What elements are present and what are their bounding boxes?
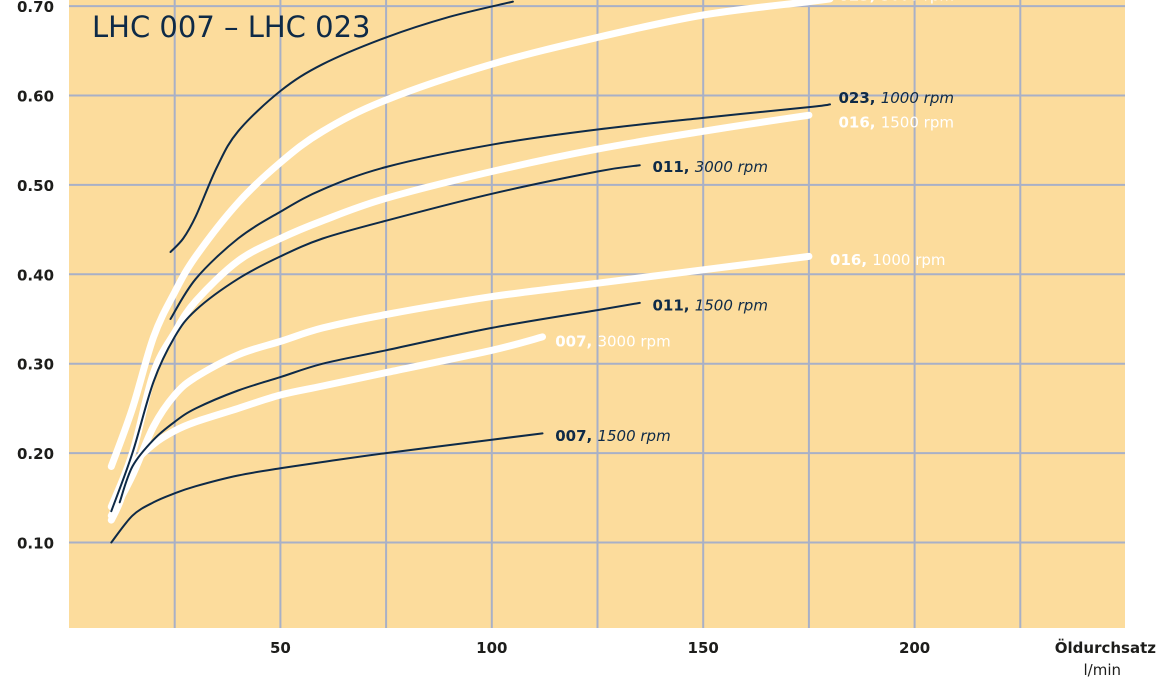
y-axis-ticks: 0.10 0.20 0.30 0.40 0.50 0.60 0.70 [17,0,54,553]
y-tick-label: 0.40 [17,266,54,284]
chart-title: LHC 007 – LHC 023 [92,10,371,44]
y-tick-label: 0.30 [17,356,54,374]
series-label-rpm: 3000 rpm [695,158,768,176]
series-label-number: 016, [838,113,880,131]
series-line-007-1500 [110,432,544,544]
grid-lines [69,0,1125,628]
series-label-011-1500: 011, 1500 rpm [652,297,767,315]
x-tick-label: 100 [476,639,507,657]
x-axis-ticks: 50 100 150 200 [270,639,930,657]
series-label-number: 023, [838,89,880,107]
y-tick-label: 0.20 [17,445,54,463]
series-line-023-3000 [107,0,834,470]
x-tick-label: 50 [270,639,291,657]
series-label-023-1000: 023, 1000 rpm [838,89,953,107]
x-tick-label: 150 [688,639,719,657]
series-line-011-6000 [169,0,514,253]
series-label-rpm: 1500 rpm [597,427,670,445]
series-label-016-1000: 016, 1000 rpm [830,251,945,269]
series-label-number: 011, [652,158,694,176]
series-label-rpm: 3000 rpm [881,0,954,4]
series-label-rpm: 1000 rpm [872,251,945,269]
y-tick-label: 0.60 [17,88,54,106]
series-line-011-1500 [118,301,641,504]
series-label-011-3000: 011, 3000 rpm [652,158,767,176]
series-label-rpm: 3000 rpm [597,332,670,350]
y-tick-label: 0.70 [17,0,54,16]
series-line-016-1500 [107,111,813,511]
x-axis-label: Öldurchsatz [1055,638,1156,657]
series-label-number: 007, [555,427,597,445]
series-label-007-1500: 007, 1500 rpm [555,427,670,445]
series-label-number: 016, [830,251,872,269]
series-label-016-1500: 016, 1500 rpm [838,113,953,131]
series-label-number: 007, [555,332,597,350]
series-label-number: 011, [652,297,694,315]
x-axis-unit: l/min [1083,661,1121,679]
y-tick-label: 0.10 [17,535,54,553]
x-tick-label: 200 [899,639,930,657]
series-label-023-3000: 023, 3000 rpm [838,0,953,4]
series-line-011-3000 [110,164,641,513]
series-label-rpm: 1500 rpm [695,297,768,315]
series-label-rpm: 1500 rpm [881,113,954,131]
y-tick-label: 0.50 [17,177,54,195]
series-label-007-3000: 007, 3000 rpm [555,332,670,350]
series-label-number: 023, [838,0,880,4]
series-dark-lines [110,0,831,544]
series-line-016-1000 [107,252,813,520]
series-line-023-1000 [169,103,831,320]
series-label-rpm: 1000 rpm [881,89,954,107]
series-white-lines [107,0,834,524]
